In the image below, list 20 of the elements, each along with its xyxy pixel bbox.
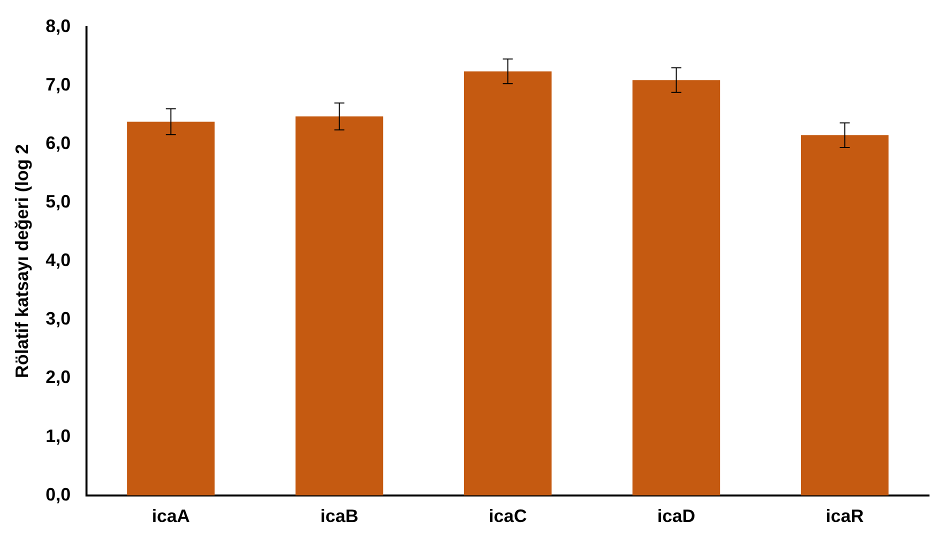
x-tick-label: icaA xyxy=(152,506,190,526)
y-tick-label: 7,0 xyxy=(46,74,71,94)
y-tick-label: 1,0 xyxy=(46,426,71,446)
y-tick-label: 4,0 xyxy=(46,250,71,270)
y-tick-label: 3,0 xyxy=(46,308,71,329)
y-tick-label: 6,0 xyxy=(46,132,71,153)
bar xyxy=(632,80,720,496)
y-tick-label: 0,0 xyxy=(46,484,71,504)
x-tick-label: icaD xyxy=(657,506,696,526)
y-tick-label: 5,0 xyxy=(46,191,71,212)
y-tick-label: 8,0 xyxy=(46,16,71,36)
x-tick-label: icaB xyxy=(320,506,358,526)
x-tick-label: icaR xyxy=(826,506,864,526)
bar xyxy=(800,135,889,496)
bar xyxy=(464,71,552,496)
bar xyxy=(296,116,384,496)
y-tick-label: 2,0 xyxy=(46,367,71,388)
y-axis-title: Rölatif katsayı değeri (log 2 xyxy=(12,144,32,378)
bar xyxy=(127,122,215,496)
x-tick-label: icaC xyxy=(488,506,527,526)
